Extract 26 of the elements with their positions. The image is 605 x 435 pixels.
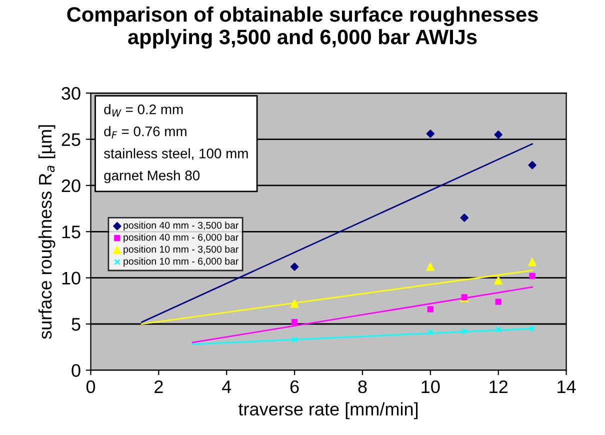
x-tick-label: 12 (490, 380, 508, 393)
y-tick-label: 25 (62, 133, 80, 146)
x-tick-label: 0 (86, 380, 96, 394)
x-tick-label: 4 (222, 380, 232, 393)
y-tick-label: 15 (62, 226, 80, 238)
y-tick-label: 10 (62, 272, 80, 285)
y-tick-label: 20 (62, 179, 80, 192)
legend-label: position 40 mm - 6,000 bar (124, 234, 239, 243)
legend-label: position 10 mm - 6,000 bar (124, 258, 239, 267)
annotation: garnet Mesh 80 (104, 170, 200, 184)
chart-title: Comparison of obtainable surface roughnesses applying 3,500 and 6,000 bar AWIJs (67, 6, 538, 49)
x-tick-label: 6 (290, 380, 299, 394)
annotation: stainless steel, 100 mm (104, 148, 248, 160)
x-tick-label: 10 (422, 380, 440, 394)
x-tick-label: 2 (154, 380, 163, 393)
y-tick-label: 5 (72, 318, 80, 331)
y-tick-label: 30 (62, 87, 80, 100)
y-tick-label: 0 (72, 364, 80, 377)
annotation: d$_{F}$ = 0.76 mm (104, 126, 186, 138)
annotation: d$_{W}$ = 0.2 mm (104, 104, 183, 116)
x-axis-title: traverse rate [mm/min] (238, 402, 418, 420)
legend-label: position 40 mm - 3,500 bar (124, 222, 239, 231)
x-tick-label: 8 (358, 380, 367, 394)
x-tick-label: 14 (558, 380, 576, 393)
legend-label: position 10 mm - 3,500 bar (124, 246, 239, 255)
y-axis-title: surface roughness R$_{a}$ [µm] (38, 125, 56, 339)
